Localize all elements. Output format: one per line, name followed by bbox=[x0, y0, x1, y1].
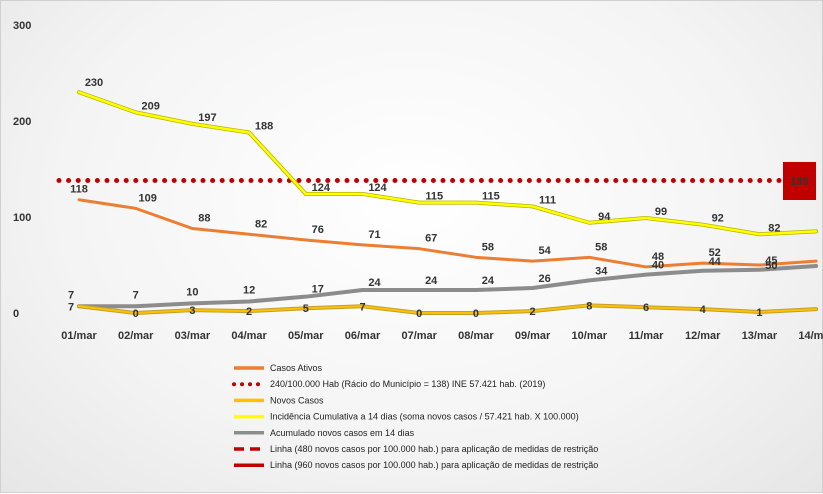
data-label-novos-casos: 2 bbox=[530, 306, 536, 318]
data-label-novos-casos: 7 bbox=[68, 301, 74, 313]
data-label-casos-ativos: 67 bbox=[425, 233, 437, 245]
data-label-casos-ativos: 118 bbox=[70, 184, 88, 196]
data-label-incidencia: 99 bbox=[655, 206, 667, 218]
x-tick-label: 12/mar bbox=[685, 330, 721, 342]
x-tick-label: 01/mar bbox=[61, 330, 97, 342]
x-tick-label: 09/mar bbox=[515, 330, 551, 342]
data-label-acumulado: 40 bbox=[652, 260, 664, 272]
x-tick-label: 13/mar bbox=[742, 330, 778, 342]
data-label-acumulado: 34 bbox=[595, 265, 608, 277]
x-tick-label: 02/mar bbox=[118, 330, 154, 342]
data-label-acumulado: 24 bbox=[425, 275, 438, 287]
data-label-novos-casos: 7 bbox=[359, 301, 365, 313]
data-label-acumulado: 44 bbox=[709, 256, 722, 268]
data-label-incidencia: 82 bbox=[768, 222, 780, 234]
data-label-acumulado: 45 bbox=[765, 255, 777, 267]
legend-label: Acumulado novos casos em 14 dias bbox=[270, 428, 415, 438]
data-label-incidencia: 188 bbox=[255, 121, 273, 133]
data-label-novos-casos: 3 bbox=[189, 305, 195, 317]
legend-label: 240/100.000 Hab (Rácio do Município = 13… bbox=[270, 379, 545, 389]
legend-label: Linha (480 novos casos por 100.000 hab.)… bbox=[270, 444, 598, 454]
series-line-casos-ativos bbox=[77, 198, 818, 269]
data-label-novos-casos: 0 bbox=[133, 308, 139, 320]
data-label-casos-ativos: 76 bbox=[312, 224, 324, 236]
data-label-incidencia: 197 bbox=[198, 112, 216, 124]
data-label-acumulado: 24 bbox=[482, 275, 495, 287]
data-label-casos-ativos: 54 bbox=[538, 245, 551, 257]
y-tick-label: 300 bbox=[13, 20, 31, 32]
data-label-incidencia: 124 bbox=[312, 182, 331, 194]
x-tick-label: 06/mar bbox=[345, 330, 381, 342]
data-label-acumulado: 7 bbox=[68, 289, 74, 301]
data-label-casos-ativos: 52 bbox=[709, 247, 721, 259]
data-label-incidencia: 115 bbox=[425, 191, 443, 203]
data-label-casos-ativos: 58 bbox=[595, 241, 607, 253]
data-label-casos-ativos: 58 bbox=[482, 241, 494, 253]
y-tick-label: 100 bbox=[13, 212, 31, 224]
data-label-incidencia: 92 bbox=[712, 213, 724, 225]
data-label-novos-casos: 5 bbox=[303, 303, 309, 315]
data-label-casos-ativos: 109 bbox=[139, 192, 157, 204]
x-tick-label: 05/mar bbox=[288, 330, 324, 342]
series-line-incidencia bbox=[77, 90, 819, 237]
data-label-casos-ativos: 50 bbox=[765, 260, 777, 272]
legend-label: Casos Ativos bbox=[270, 363, 323, 373]
series-line-incidencia-highlight bbox=[77, 90, 818, 236]
data-label-incidencia: 124 bbox=[368, 182, 387, 194]
data-label-casos-ativos: 71 bbox=[368, 229, 380, 241]
legend-label: Linha (960 novos casos por 100.000 hab.)… bbox=[270, 460, 598, 470]
data-label-acumulado: 17 bbox=[312, 284, 324, 296]
legend-label: Incidência Cumulativa a 14 dias (soma no… bbox=[270, 412, 579, 422]
data-label-novos-casos: 0 bbox=[416, 308, 422, 320]
data-label-acumulado: 26 bbox=[538, 273, 550, 285]
data-label-novos-casos: 2 bbox=[246, 306, 252, 318]
legend-label: Novos Casos bbox=[270, 395, 324, 405]
data-label-casos-ativos: 88 bbox=[198, 213, 210, 225]
y-tick-label: 200 bbox=[13, 116, 31, 128]
data-label-novos-casos: 1 bbox=[756, 307, 762, 319]
data-label-acumulado: 24 bbox=[368, 277, 381, 289]
series-line-acumulado bbox=[77, 263, 819, 309]
data-label-incidencia: 115 bbox=[482, 191, 500, 203]
x-tick-label: 07/mar bbox=[401, 330, 437, 342]
data-label-novos-casos: 4 bbox=[700, 304, 707, 316]
limit-data-label: 138 bbox=[790, 176, 808, 188]
data-label-casos-ativos: 82 bbox=[255, 218, 267, 230]
data-label-novos-casos: 6 bbox=[643, 302, 649, 314]
x-tick-label: 04/mar bbox=[231, 330, 267, 342]
x-tick-label: 08/mar bbox=[458, 330, 494, 342]
data-label-casos-ativos: 48 bbox=[652, 251, 664, 263]
data-label-acumulado: 12 bbox=[243, 284, 255, 296]
x-tick-label: 10/mar bbox=[572, 330, 608, 342]
x-tick-label: 14/mar bbox=[798, 330, 823, 342]
data-label-novos-casos: 0 bbox=[473, 308, 479, 320]
data-label-acumulado: 7 bbox=[133, 289, 139, 301]
data-label-novos-casos: 8 bbox=[586, 300, 592, 312]
data-label-acumulado: 10 bbox=[186, 286, 198, 298]
data-label-incidencia: 209 bbox=[142, 100, 160, 112]
data-label-incidencia: 111 bbox=[539, 194, 556, 206]
x-tick-label: 03/mar bbox=[175, 330, 211, 342]
y-tick-label: 0 bbox=[13, 308, 19, 320]
data-label-incidencia: 230 bbox=[85, 77, 103, 89]
x-tick-label: 11/mar bbox=[629, 330, 665, 342]
series-line-novos-casos-highlight bbox=[78, 304, 818, 314]
limit-label-box bbox=[783, 162, 816, 200]
data-label-incidencia: 94 bbox=[598, 211, 611, 223]
